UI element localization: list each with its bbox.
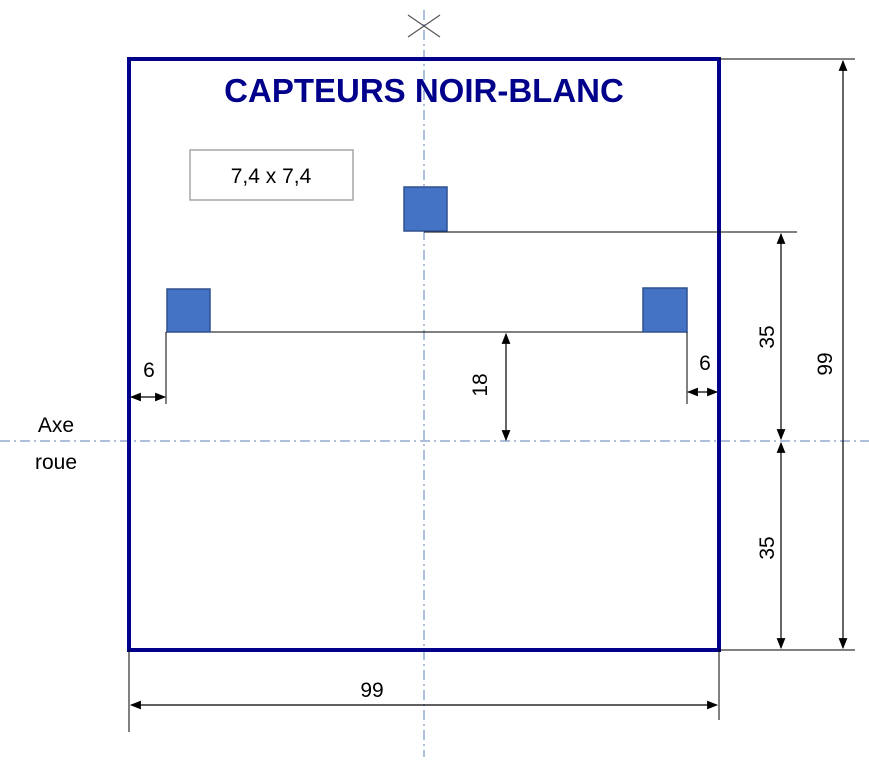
axis-to-bottom-label: 35 — [756, 536, 779, 559]
sensor-to-axis-label: 18 — [469, 373, 492, 396]
robot-outline — [127, 57, 721, 652]
axis-label-line2: roue — [35, 451, 77, 474]
axis-label-line1: Axe — [38, 414, 74, 437]
page-title: CAPTEURS NOIR-BLANC — [224, 72, 624, 109]
cross-icon — [407, 14, 441, 38]
left-offset-label: 6 — [143, 359, 155, 382]
total-height-label: 99 — [814, 352, 837, 375]
right-offset-label: 6 — [699, 352, 711, 375]
sensor-size-label: 7,4 x 7,4 — [231, 165, 312, 188]
sensor-right — [642, 287, 688, 333]
sensor-front — [403, 186, 448, 232]
sensor-left — [166, 288, 211, 333]
sensor-size-box — [189, 149, 354, 201]
total-width-label: 99 — [360, 679, 383, 702]
front-to-axis-label: 35 — [756, 325, 779, 348]
